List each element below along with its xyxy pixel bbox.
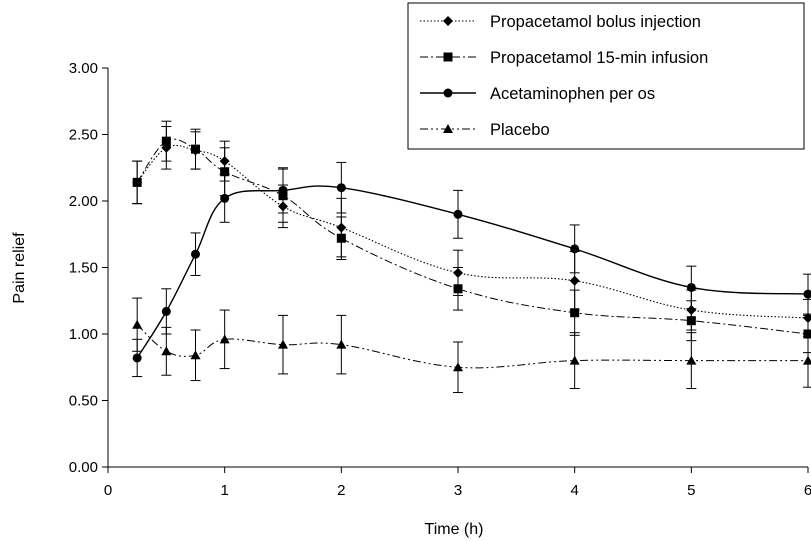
data-point: [191, 144, 200, 154]
series-line: [136, 138, 809, 335]
y-tick-label: 0.50: [69, 393, 98, 410]
series-line: [136, 144, 809, 319]
x-tick-label: 4: [570, 482, 578, 499]
legend-label: Placebo: [490, 121, 550, 139]
y-tick-label: 3.00: [69, 60, 98, 77]
data-point: [453, 284, 463, 294]
y-tick-label: 2.50: [69, 127, 98, 144]
legend-marker: [443, 124, 453, 133]
series-diamond: [132, 126, 811, 338]
data-point: [190, 350, 201, 360]
series-line: [136, 324, 808, 369]
x-tick-label: 0: [104, 482, 112, 499]
data-point: [336, 339, 347, 349]
data-point: [161, 136, 171, 146]
series-line: [136, 185, 809, 359]
y-tick-label: 2.00: [69, 193, 98, 210]
data-point: [453, 362, 463, 372]
legend-item: Placebo: [420, 121, 550, 139]
chart-legend: Propacetamol bolus injection Propacetamol…: [407, 2, 805, 150]
x-tick-label: 5: [687, 482, 695, 499]
data-point: [219, 334, 230, 344]
x-tick-label: 2: [337, 482, 345, 499]
data-point: [220, 167, 230, 177]
data-point: [686, 316, 696, 326]
legend-label: Propacetamol 15-min infusion: [490, 49, 708, 67]
data-point: [220, 193, 230, 203]
data-point: [686, 282, 696, 292]
legend-label: Acetaminophen per os: [490, 85, 655, 103]
x-tick-label: 6: [804, 482, 811, 499]
data-point: [803, 289, 811, 299]
y-tick-label: 0.00: [69, 459, 98, 476]
x-tick-label: 1: [220, 482, 228, 499]
data-point: [453, 209, 463, 219]
x-tick-label: 3: [454, 482, 462, 499]
data-point: [132, 353, 142, 363]
chart-axes: 0.00 0.50 1.00 1.50 2.00 2.50 3.00 0 1 2 3 4 5 6: [69, 60, 811, 499]
y-tick-label: 1.50: [69, 260, 98, 277]
data-point: [336, 183, 346, 193]
data-point: [336, 233, 346, 243]
legend-item: Acetaminophen per os: [420, 85, 655, 103]
chart-plot-area: [132, 120, 811, 394]
y-tick-label: 1.00: [69, 326, 98, 343]
legend-box: [407, 2, 805, 150]
data-point: [161, 306, 171, 316]
series-circle: [132, 161, 811, 378]
data-point: [569, 275, 580, 286]
legend-item: Propacetamol 15-min infusion: [420, 49, 708, 67]
legend-marker: [443, 52, 453, 62]
data-point: [161, 346, 172, 356]
data-point: [132, 177, 142, 187]
series-square: [132, 120, 811, 354]
data-point: [570, 308, 580, 318]
x-axis-title: Time (h): [425, 521, 484, 538]
data-point: [803, 355, 811, 365]
data-point: [278, 185, 288, 195]
y-axis-title: Pain relief: [11, 232, 28, 304]
data-point: [569, 355, 580, 365]
data-point: [570, 244, 580, 254]
data-point: [278, 339, 288, 349]
data-point: [132, 319, 143, 329]
data-point: [191, 249, 200, 259]
legend-item: Propacetamol bolus injection: [420, 13, 701, 31]
legend-label: Propacetamol bolus injection: [490, 13, 701, 31]
data-point: [686, 355, 697, 365]
series-triangle: [132, 297, 811, 394]
legend-marker: [443, 16, 453, 26]
legend-marker: [443, 88, 453, 98]
